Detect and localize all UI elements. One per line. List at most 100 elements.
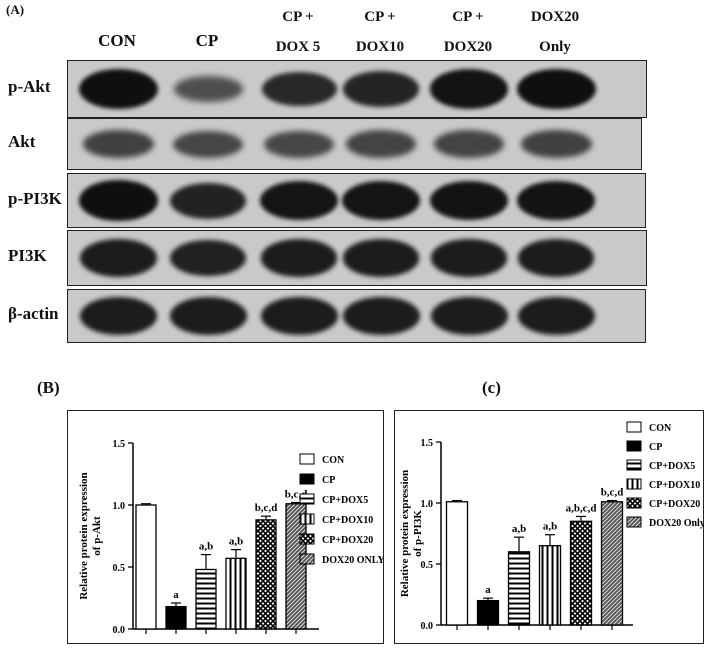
bar: [165, 606, 187, 630]
chart-b-svg: Relative protein expression of p-Akt 0.0 0.…: [78, 439, 385, 636]
y-axis-label: of p-PI3K: [412, 510, 424, 557]
blot-band: [173, 76, 243, 102]
blot-band: [430, 239, 508, 277]
blot-band: [343, 71, 419, 107]
blot-band: [433, 130, 505, 158]
legend-swatch: [299, 513, 315, 525]
legend-swatch: [626, 497, 642, 509]
lane-header-line2: DOX20: [443, 39, 493, 55]
blot-strip: [67, 230, 647, 286]
legend-label: CP+DOX5: [322, 495, 368, 506]
legend-label: CP+DOX10: [322, 515, 373, 526]
y-tick-label: 0.0: [421, 621, 434, 632]
blot-band: [169, 239, 247, 277]
lane-header-line1: CP +: [364, 9, 396, 25]
legend-swatch: [299, 453, 315, 465]
blot-band: [170, 182, 246, 219]
lane-header: CP + DOX10: [335, 8, 425, 56]
blot-band: [173, 130, 243, 158]
blot-strip: [67, 289, 646, 343]
bar: [135, 504, 157, 630]
y-axis-label: of p-Akt: [91, 516, 103, 556]
chart-c-svg: Relative protein expression of p-PI3K 0.0 0…: [399, 421, 705, 632]
significance-label: a,b: [543, 521, 557, 533]
legend-label: CON: [322, 455, 345, 466]
y-tick-label: 0.5: [113, 563, 126, 574]
lane-header-line1: CP +: [452, 9, 484, 25]
bar: [507, 551, 531, 626]
lane-header-line1: CP +: [282, 9, 314, 25]
blot-band: [517, 239, 595, 277]
blot-band: [430, 297, 508, 335]
blot-band: [342, 297, 420, 335]
legend-swatch: [626, 516, 642, 528]
blot-band: [345, 130, 417, 158]
blot-band: [82, 129, 154, 159]
blot-band: [260, 239, 338, 277]
legend-label: DOX20 ONLY: [322, 555, 383, 566]
blot-band: [516, 180, 596, 221]
significance-label: a: [173, 589, 179, 601]
legend-label: CP+DOX20: [649, 499, 700, 510]
blot-band: [78, 68, 158, 110]
blot-label: PI3K: [8, 246, 47, 265]
significance-label: a,b: [512, 523, 526, 535]
bar: [255, 519, 277, 630]
blot-band: [79, 239, 157, 277]
panel-c-label: (c): [482, 378, 501, 397]
y-tick-label: 0.5: [421, 560, 434, 571]
significance-label: b,c,d: [255, 502, 278, 514]
legend-label: CP+DOX5: [649, 461, 695, 472]
lane-header-line2: Only: [539, 39, 571, 55]
blot-band: [260, 297, 338, 335]
panel-a-label: (A): [6, 2, 25, 17]
chart-c-frame: Relative protein expression of p-PI3K 0.0 0…: [394, 410, 705, 644]
legend-label: DOX20 Only: [649, 518, 703, 529]
legend-swatch: [626, 440, 642, 452]
lane-header-line2: DOX10: [355, 39, 405, 55]
y-axis-label: Relative protein expression: [399, 470, 411, 597]
blot-band: [517, 297, 595, 335]
bar: [600, 501, 624, 626]
blot-band: [79, 297, 157, 335]
bar: [195, 568, 217, 630]
blot-band: [429, 180, 509, 221]
y-axis-label: Relative protein expression: [78, 472, 90, 599]
bar: [476, 599, 500, 626]
blot-strip: [67, 173, 646, 228]
significance-label: a: [485, 584, 491, 596]
y-tick-label: 1.5: [113, 439, 126, 450]
legend-swatch: [299, 473, 315, 485]
bar: [538, 545, 562, 626]
blot-band: [260, 181, 338, 220]
blot-strip: [67, 60, 647, 118]
blot-label: p-Akt: [8, 77, 51, 96]
blot-band: [342, 239, 420, 277]
blot-label: Akt: [8, 132, 36, 151]
y-tick-label: 1.0: [421, 499, 434, 510]
legend-label: CP+DOX10: [649, 480, 700, 491]
blot-band: [429, 69, 509, 109]
blot-band: [520, 129, 592, 159]
lane-header: CON: [72, 32, 162, 50]
legend-swatch: [626, 478, 642, 490]
blot-band: [261, 71, 337, 107]
significance-label: a,b: [229, 536, 243, 548]
bar: [445, 501, 469, 626]
bar: [569, 520, 593, 626]
lane-header: CP: [162, 32, 252, 50]
blot-band: [342, 181, 420, 220]
legend-swatch: [299, 493, 315, 505]
bar: [225, 557, 247, 630]
lane-header: DOX20 Only: [510, 8, 600, 56]
lane-header: CP + DOX 5: [253, 8, 343, 56]
legend-label: CON: [649, 423, 672, 434]
lane-header: CP + DOX20: [423, 8, 513, 56]
blot-label: p-PI3K: [8, 188, 62, 208]
blot-strip: [67, 118, 642, 170]
blot-label: β-actin: [8, 304, 59, 323]
significance-label: a,b: [199, 541, 213, 553]
legend-swatch: [626, 459, 642, 471]
legend-label: CP: [649, 442, 662, 453]
blot-band: [78, 180, 158, 221]
